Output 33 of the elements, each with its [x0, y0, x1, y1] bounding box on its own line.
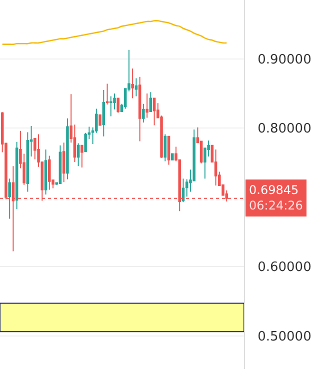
y-tick-label: 0.90000 — [258, 52, 312, 68]
line-series — [2, 20, 228, 46]
candlestick — [106, 83, 109, 106]
candlestick — [15, 141, 18, 210]
candlestick — [170, 153, 174, 160]
candlestick — [102, 90, 106, 137]
candlestick — [80, 144, 84, 168]
ref-line-label: 0.69845 — [249, 183, 299, 197]
candlestick — [44, 149, 48, 196]
candlestick — [76, 142, 80, 167]
candlestick — [116, 98, 120, 114]
candlestick — [66, 118, 69, 180]
y-tick-label: 0.50000 — [258, 329, 312, 344]
candlestick — [167, 136, 170, 166]
candlestick — [214, 149, 218, 186]
y-tick-label: 0.80000 — [258, 122, 312, 137]
candlestick — [8, 178, 11, 220]
candlestick — [98, 114, 102, 126]
candlestick — [152, 98, 156, 126]
candlestick — [62, 142, 66, 183]
candlestick — [142, 103, 145, 124]
candlestick — [138, 76, 142, 142]
y-tick-label: 0.60000 — [258, 260, 312, 276]
candlestick — [58, 144, 62, 184]
candlestick — [182, 178, 185, 203]
candlestick — [146, 92, 148, 118]
text: 06:24:26 — [249, 198, 303, 213]
candlestick — [48, 155, 51, 190]
candlestick — [109, 96, 112, 117]
candlestick — [149, 92, 152, 112]
candlestick — [131, 68, 134, 99]
candlestick — [134, 78, 138, 97]
candlestick — [164, 134, 167, 162]
